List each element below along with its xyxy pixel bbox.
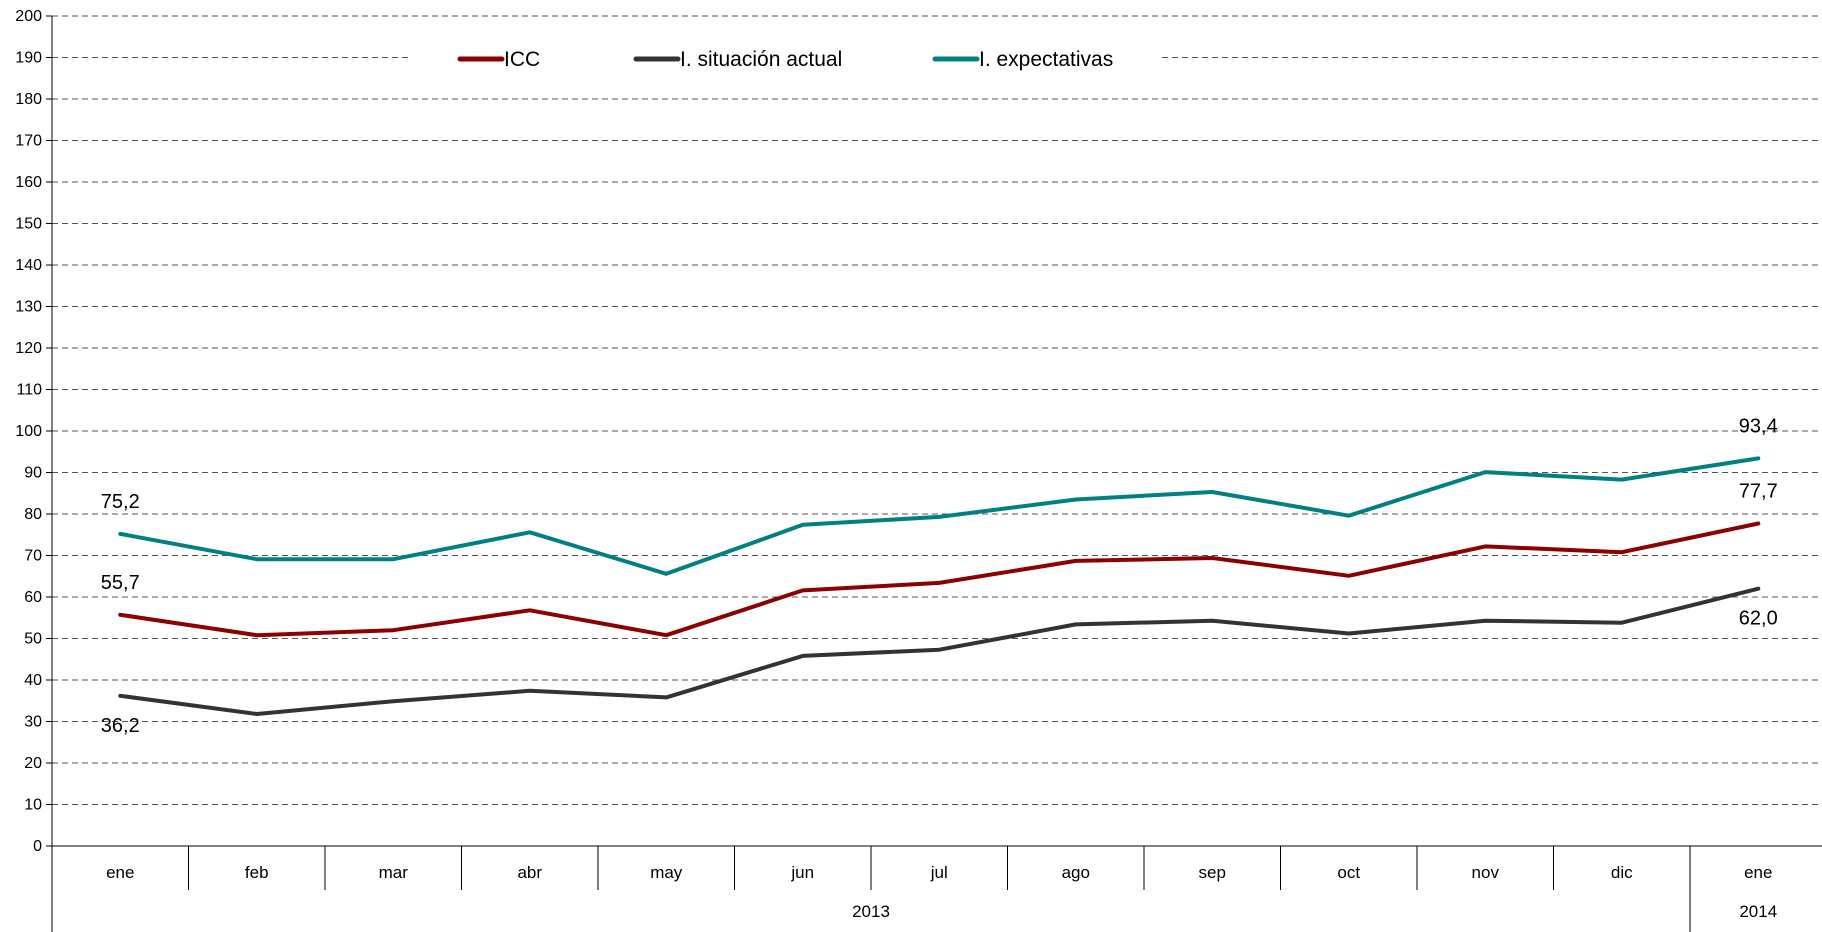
data-label-0-12: 77,7 <box>1739 481 1778 503</box>
year-label-2013: 2013 <box>852 902 890 921</box>
y-tick-label-30: 30 <box>24 714 42 731</box>
legend-background <box>408 36 1158 82</box>
series-lines <box>118 456 1761 716</box>
x-tick-label-8: sep <box>1199 863 1226 882</box>
data-label-1-12: 62,0 <box>1739 608 1778 630</box>
x-tick-label-5: jun <box>790 863 814 882</box>
y-tick-label-150: 150 <box>15 216 42 233</box>
x-tick-label-1: feb <box>245 863 269 882</box>
y-tick-label-130: 130 <box>15 299 42 316</box>
data-label-0-0: 55,7 <box>101 572 140 594</box>
legend-label-1: I. situación actual <box>680 48 842 71</box>
data-labels: 55,7 77,7 36,2 62,0 75,2 93,4 <box>101 415 1778 736</box>
y-tick-label-0: 0 <box>33 838 42 855</box>
y-tick-label-100: 100 <box>15 423 42 440</box>
series-line-1 <box>118 586 1761 716</box>
x-axis: ene feb mar abr may jun jul ago sep oct nov dic ene 2… <box>51 845 1822 932</box>
y-tick-label-200: 200 <box>15 8 42 25</box>
series-line-0 <box>118 521 1761 638</box>
x-tick-label-0: ene <box>106 863 134 882</box>
data-label-2-0: 75,2 <box>101 491 140 513</box>
x-tick-label-3: abr <box>517 863 542 882</box>
y-tick-label-40: 40 <box>24 672 42 689</box>
y-tick-label-120: 120 <box>15 340 42 357</box>
y-tick-label-110: 110 <box>16 382 42 399</box>
y-axis: 0 10 20 30 40 50 60 70 80 90 100 110 120 130 140 150 160… <box>15 8 53 855</box>
data-label-2-12: 93,4 <box>1739 415 1778 437</box>
x-tick-label-9: oct <box>1337 863 1360 882</box>
x-tick-label-10: nov <box>1472 863 1500 882</box>
y-tick-label-160: 160 <box>15 174 42 191</box>
year-label-2014: 2014 <box>1739 902 1777 921</box>
x-tick-label-7: ago <box>1062 863 1090 882</box>
x-tick-label-2: mar <box>379 863 409 882</box>
y-tick-label-70: 70 <box>24 548 42 565</box>
x-tick-label-11: dic <box>1611 863 1633 882</box>
y-tick-label-60: 60 <box>24 589 42 606</box>
data-label-1-0: 36,2 <box>101 715 140 737</box>
y-tick-label-80: 80 <box>24 506 42 523</box>
y-tick-label-90: 90 <box>24 465 42 482</box>
y-tick-label-140: 140 <box>15 257 42 274</box>
y-tick-label-10: 10 <box>24 797 42 814</box>
y-tick-label-180: 180 <box>15 91 42 108</box>
y-tick-label-20: 20 <box>24 755 42 772</box>
x-tick-label-6: jul <box>930 863 948 882</box>
y-tick-label-50: 50 <box>24 631 42 648</box>
x-tick-label-4: may <box>650 863 683 882</box>
gridlines <box>52 15 1822 805</box>
series-line-2 <box>118 456 1761 576</box>
legend-label-2: I. expectativas <box>979 48 1113 71</box>
legend-label-0: ICC <box>504 48 540 71</box>
legend: ICC I. situación actual I. expectativas <box>408 36 1158 82</box>
x-tick-label-12: ene <box>1744 863 1772 882</box>
y-tick-label-190: 190 <box>15 50 42 67</box>
y-tick-label-170: 170 <box>15 133 42 150</box>
